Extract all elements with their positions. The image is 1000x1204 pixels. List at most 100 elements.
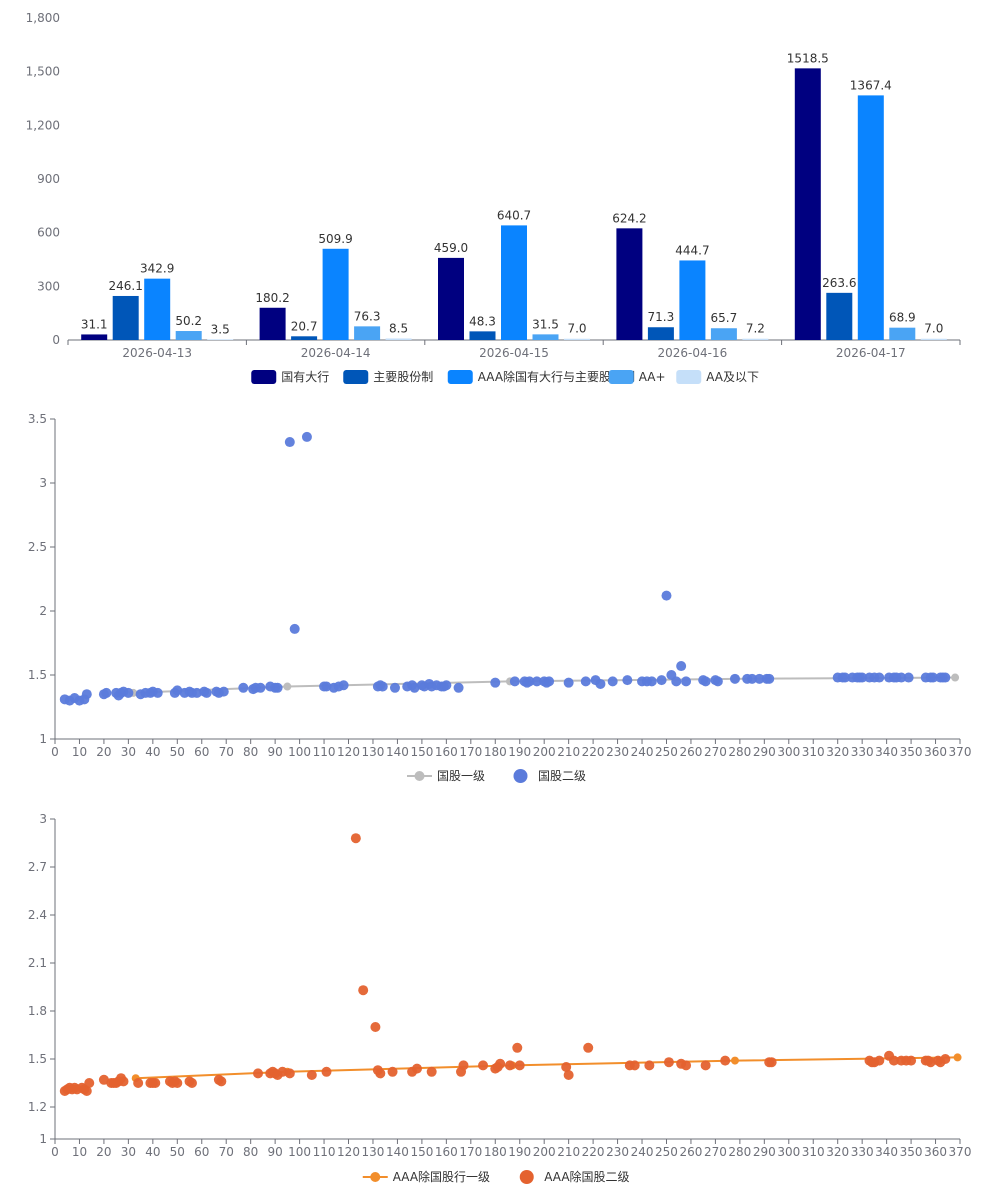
x-tick-label: 70 (219, 1145, 234, 1159)
legend-label: AAA除国股二级 (544, 1169, 629, 1184)
bar-value-label: 624.2 (612, 211, 646, 225)
scatter-point (928, 672, 939, 683)
x-tick-label: 60 (194, 745, 209, 759)
x-tick-label: 360 (924, 745, 947, 759)
scatter-point (358, 985, 369, 996)
scatter-point (712, 676, 723, 687)
y-tick-label: 3.5 (28, 412, 47, 426)
x-tick-label: 260 (679, 745, 702, 759)
x-tick-label: 220 (582, 745, 605, 759)
x-tick-label: 150 (410, 1145, 433, 1159)
x-tick-label: 320 (826, 745, 849, 759)
bar-value-label: 8.5 (389, 321, 408, 335)
bar-chart: 0 300 600 900 1,200 1,500 1,800 2026-04-13 31.1 2… (0, 0, 1000, 395)
y-tick-label: 600 (37, 226, 60, 240)
x-tick-label: 100 (288, 1145, 311, 1159)
bar-value-label: 1367.4 (850, 78, 892, 92)
y-tick-label: 1,500 (26, 65, 60, 79)
x-tick-label: 350 (900, 745, 923, 759)
x-tick-label: 290 (753, 1145, 776, 1159)
x-tick-label: 190 (508, 745, 531, 759)
x-tick-label: 190 (508, 1145, 531, 1159)
x-tick-label: 120 (337, 1145, 360, 1159)
x-tick-label: 370 (949, 745, 972, 759)
y-tick-label: 1,800 (26, 11, 60, 25)
x-tick-label: 40 (145, 745, 160, 759)
bar-chart-svg: 0 300 600 900 1,200 1,500 1,800 2026-04-13 31.1 2… (26, 11, 961, 384)
bar-value-label: 509.9 (318, 232, 352, 246)
x-tick-label: 170 (459, 1145, 482, 1159)
y-tick-label: 2.5 (28, 540, 47, 554)
scatter-point (531, 676, 542, 687)
y-tick-label: 1,200 (26, 118, 60, 132)
x-tick-label: 260 (679, 1145, 702, 1159)
bar-value-label: 7.2 (746, 322, 765, 336)
scatter-point (903, 672, 914, 683)
scatter-point (150, 1078, 161, 1088)
line-point (730, 1056, 739, 1065)
legend-swatch (343, 370, 369, 384)
line-point (953, 1053, 962, 1062)
scatter-point (681, 1060, 692, 1071)
x-tick-label: 40 (145, 1145, 160, 1159)
x-tick-label: 2026-04-13 (122, 346, 192, 360)
scatter-point (387, 1066, 398, 1077)
legend-swatch (513, 769, 528, 783)
scatter-chart-aaa: 1 1.2 1.5 1.8 2.1 2.4 2.7 3 0 10 20 30 40 50 60 70 80 90 1… (0, 800, 1000, 1200)
bar (207, 339, 234, 340)
bar-value-label: 71.3 (648, 310, 675, 324)
bar (826, 292, 853, 340)
scatter-point (561, 1062, 572, 1072)
scatter-point (729, 673, 740, 684)
scatter-point (512, 1042, 523, 1053)
scatter-point (644, 1060, 655, 1071)
scatter-point (216, 1076, 227, 1087)
x-tick-label: 2026-04-16 (658, 346, 728, 360)
scatter-point (186, 1078, 197, 1088)
x-tick-label: 80 (243, 1145, 258, 1159)
scatter-point (84, 1078, 95, 1088)
x-tick-label: 300 (777, 1145, 800, 1159)
scatter-point (133, 1078, 144, 1088)
x-tick-label: 20 (96, 1145, 111, 1159)
scatter-point (906, 1055, 917, 1066)
legend-swatch (370, 1172, 381, 1182)
y-tick-label: 2.4 (28, 908, 47, 922)
scatter-point (284, 1068, 295, 1079)
x-tick-label: 200 (533, 1145, 556, 1159)
bar (742, 338, 769, 340)
scatter-chart-guogu-svg: 1 1.5 2 2.5 3 3.5 0 10 20 30 40 50 60 70 80 90 100 110 120… (28, 412, 972, 783)
bar (857, 95, 884, 341)
x-tick-label: 50 (170, 745, 185, 759)
y-tick-label: 1 (39, 732, 47, 746)
scatter-point (583, 1042, 594, 1053)
scatter-point (218, 686, 229, 697)
scatter-point (338, 680, 349, 691)
x-tick-label: 310 (802, 745, 825, 759)
bar (920, 338, 947, 340)
legend-swatch (251, 370, 277, 384)
scatter-point (152, 687, 163, 698)
bar (616, 228, 643, 340)
scatter-point (490, 677, 501, 688)
bar (144, 278, 171, 340)
x-tick-label: 2026-04-17 (836, 346, 906, 360)
bar (438, 257, 464, 340)
scatter-point (544, 676, 555, 687)
x-tick-label: 330 (851, 745, 874, 759)
bar (564, 338, 590, 340)
scatter-point (478, 1060, 489, 1071)
bar (291, 336, 318, 340)
scatter-point (301, 431, 312, 442)
scatter-point (676, 661, 687, 672)
scatter-point (874, 672, 885, 683)
scatter-point (940, 672, 951, 683)
x-tick-label: 30 (121, 1145, 136, 1159)
x-tick-label: 2026-04-15 (479, 346, 549, 360)
scatter-point (458, 1060, 469, 1071)
x-tick-label: 60 (194, 1145, 209, 1159)
bar (385, 338, 412, 340)
legend-swatch (447, 370, 473, 384)
legend-label: AAA除国股行一级 (393, 1169, 490, 1184)
legend-label: AA+ (639, 370, 666, 384)
